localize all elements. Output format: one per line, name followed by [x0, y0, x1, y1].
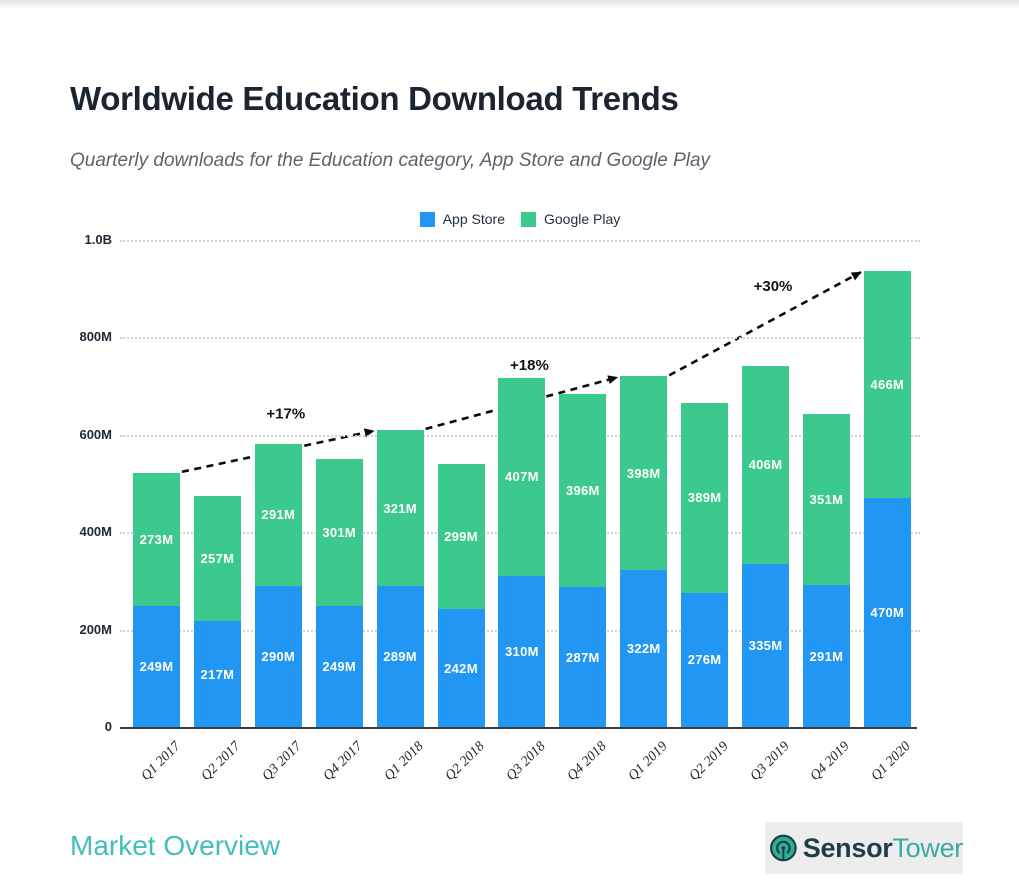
- growth-percent-label: +17%: [266, 405, 305, 422]
- growth-percent-label: +30%: [754, 278, 793, 295]
- sensortower-logo-icon: [770, 834, 797, 862]
- bar-segment-app-store-q4-2019: 291M: [802, 585, 850, 727]
- bar-value-label: 389M: [687, 490, 722, 506]
- bar-value-label: 249M: [139, 658, 174, 674]
- y-gridline: [120, 240, 920, 242]
- y-axis-tick-label: 800M: [79, 329, 112, 345]
- bar-value-label: 287M: [565, 649, 600, 665]
- bar-segment-google-play-q4-2017: 301M: [315, 459, 363, 606]
- bar-value-label: 242M: [444, 660, 478, 676]
- x-axis-line: [120, 727, 917, 729]
- bar-segment-app-store-q1-2019: 322M: [620, 570, 668, 727]
- bar-segment-app-store-q4-2017: 249M: [315, 605, 363, 727]
- sensortower-logo: SensorTower: [765, 822, 963, 874]
- bar-value-label: 398M: [626, 465, 661, 481]
- y-gridline: [120, 337, 920, 340]
- bar-segment-app-store-q2-2019: 276M: [681, 592, 729, 727]
- growth-percent-label: +18%: [510, 357, 549, 374]
- bar-value-label: 466M: [870, 377, 905, 393]
- bar-segment-app-store-q2-2017: 217M: [193, 621, 241, 727]
- bar-segment-google-play-q1-2018: 321M: [376, 429, 424, 587]
- legend-swatch-icon: [419, 211, 435, 227]
- bar-segment-google-play-q4-2019: 351M: [802, 414, 850, 586]
- bar-value-label: 407M: [505, 469, 539, 485]
- bar-segment-google-play-q2-2017: 257M: [193, 496, 241, 622]
- bar-value-label: 470M: [870, 605, 905, 621]
- y-axis-tick-label: 600M: [79, 426, 112, 442]
- bar-value-label: 299M: [444, 528, 478, 544]
- y-axis-tick-label: 1.0B: [84, 232, 112, 247]
- brand-name: SensorTower: [802, 832, 964, 864]
- bar-segment-google-play-q2-2018: 299M: [437, 463, 485, 610]
- bar-segment-app-store-q3-2019: 335M: [742, 563, 789, 727]
- footer-section-title: Market Overview: [70, 830, 281, 861]
- page-top-shadow: [0, 0, 1019, 9]
- legend-label: App Store: [442, 211, 505, 227]
- bar-segment-google-play-q2-2019: 389M: [681, 403, 729, 593]
- bar-segment-google-play-q4-2018: 396M: [559, 394, 607, 588]
- bar-value-label: 276M: [687, 652, 722, 668]
- brand-name-bold: Sensor: [802, 832, 893, 863]
- bar-segment-google-play-q3-2019: 406M: [742, 366, 789, 564]
- bar-segment-app-store-q1-2017: 249M: [133, 605, 180, 727]
- bar-value-label: 291M: [261, 507, 296, 523]
- bar-segment-google-play-q3-2018: 407M: [498, 377, 546, 577]
- bar-value-label: 273M: [139, 531, 174, 547]
- bar-value-label: 322M: [626, 641, 661, 657]
- y-axis-tick-label: 200M: [79, 621, 112, 637]
- bar-value-label: 217M: [200, 666, 235, 682]
- bar-segment-app-store-q1-2020: 470M: [863, 498, 911, 727]
- growth-arrow: [668, 271, 862, 377]
- bar-value-label: 351M: [809, 492, 844, 508]
- bar-value-label: 321M: [383, 500, 417, 516]
- bar-value-label: 335M: [748, 637, 783, 653]
- bar-value-label: 290M: [261, 648, 296, 664]
- bar-value-label: 310M: [505, 644, 539, 659]
- bar-segment-app-store-q4-2018: 287M: [559, 587, 607, 727]
- bar-value-label: 257M: [200, 551, 235, 567]
- legend-swatch-icon: [520, 211, 536, 227]
- bar-value-label: 289M: [383, 649, 417, 665]
- bar-segment-google-play-q1-2020: 466M: [863, 271, 911, 499]
- chart-legend: App Store Google Play: [120, 211, 920, 227]
- bar-segment-google-play-q3-2017: 291M: [254, 444, 302, 586]
- legend-item-google-play: Google Play: [520, 211, 621, 227]
- legend-label: Google Play: [543, 211, 621, 227]
- bar-segment-google-play-q1-2017: 273M: [133, 472, 180, 606]
- page-subtitle: Quarterly downloads for the Education ca…: [70, 150, 711, 171]
- bar-value-label: 249M: [322, 658, 357, 674]
- y-axis-tick-label: 0: [104, 719, 112, 734]
- bar-segment-google-play-q1-2019: 398M: [620, 376, 668, 571]
- bar-value-label: 291M: [809, 648, 844, 664]
- bar-segment-app-store-q3-2018: 310M: [498, 576, 546, 727]
- bar-segment-app-store-q2-2018: 242M: [437, 609, 485, 727]
- brand-name-light: Tower: [892, 832, 963, 863]
- bar-segment-app-store-q3-2017: 290M: [254, 585, 302, 727]
- bar-value-label: 301M: [322, 524, 357, 540]
- legend-item-app-store: App Store: [419, 211, 505, 227]
- bar-segment-app-store-q1-2018: 289M: [376, 586, 424, 727]
- bar-value-label: 396M: [565, 483, 600, 499]
- y-axis-tick-label: 400M: [79, 524, 112, 540]
- page-title: Worldwide Education Download Trends: [70, 80, 679, 117]
- bar-value-label: 406M: [748, 457, 783, 473]
